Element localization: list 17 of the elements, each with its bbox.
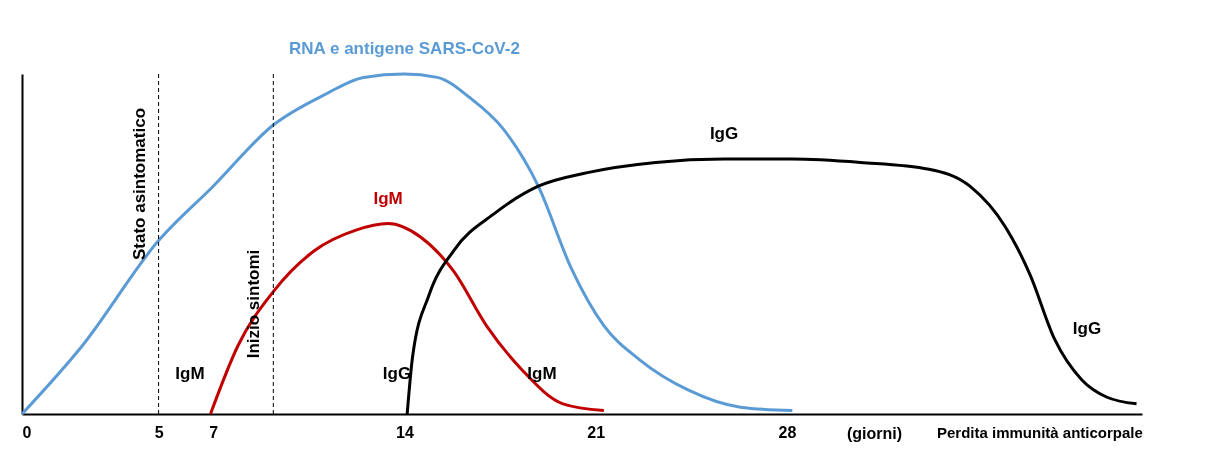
x-tick-label: 7: [209, 423, 219, 441]
ref-line-label: Inizio sintomi: [244, 249, 264, 359]
x-tick-label: 21: [587, 423, 606, 441]
series-label: IgM: [373, 188, 403, 208]
ref-line-label: Stato asintomatico: [129, 107, 149, 261]
x-tick-label: 28: [778, 423, 797, 441]
series-label: RNA e antigene SARS-CoV-2: [289, 39, 520, 58]
annotation: IgM: [175, 364, 205, 383]
x-tick-label: 0: [22, 423, 32, 441]
x-tick-label: 14: [396, 423, 414, 441]
annotation: IgG: [382, 364, 412, 383]
text: Perdita immunità anticorpale: [937, 424, 1143, 441]
series-label: IgG: [709, 124, 739, 143]
x-tick-label: 5: [154, 423, 164, 441]
annotation: IgM: [527, 364, 557, 383]
x-axis-title: (giorni): [846, 425, 902, 442]
annotation: IgG: [1072, 319, 1102, 338]
